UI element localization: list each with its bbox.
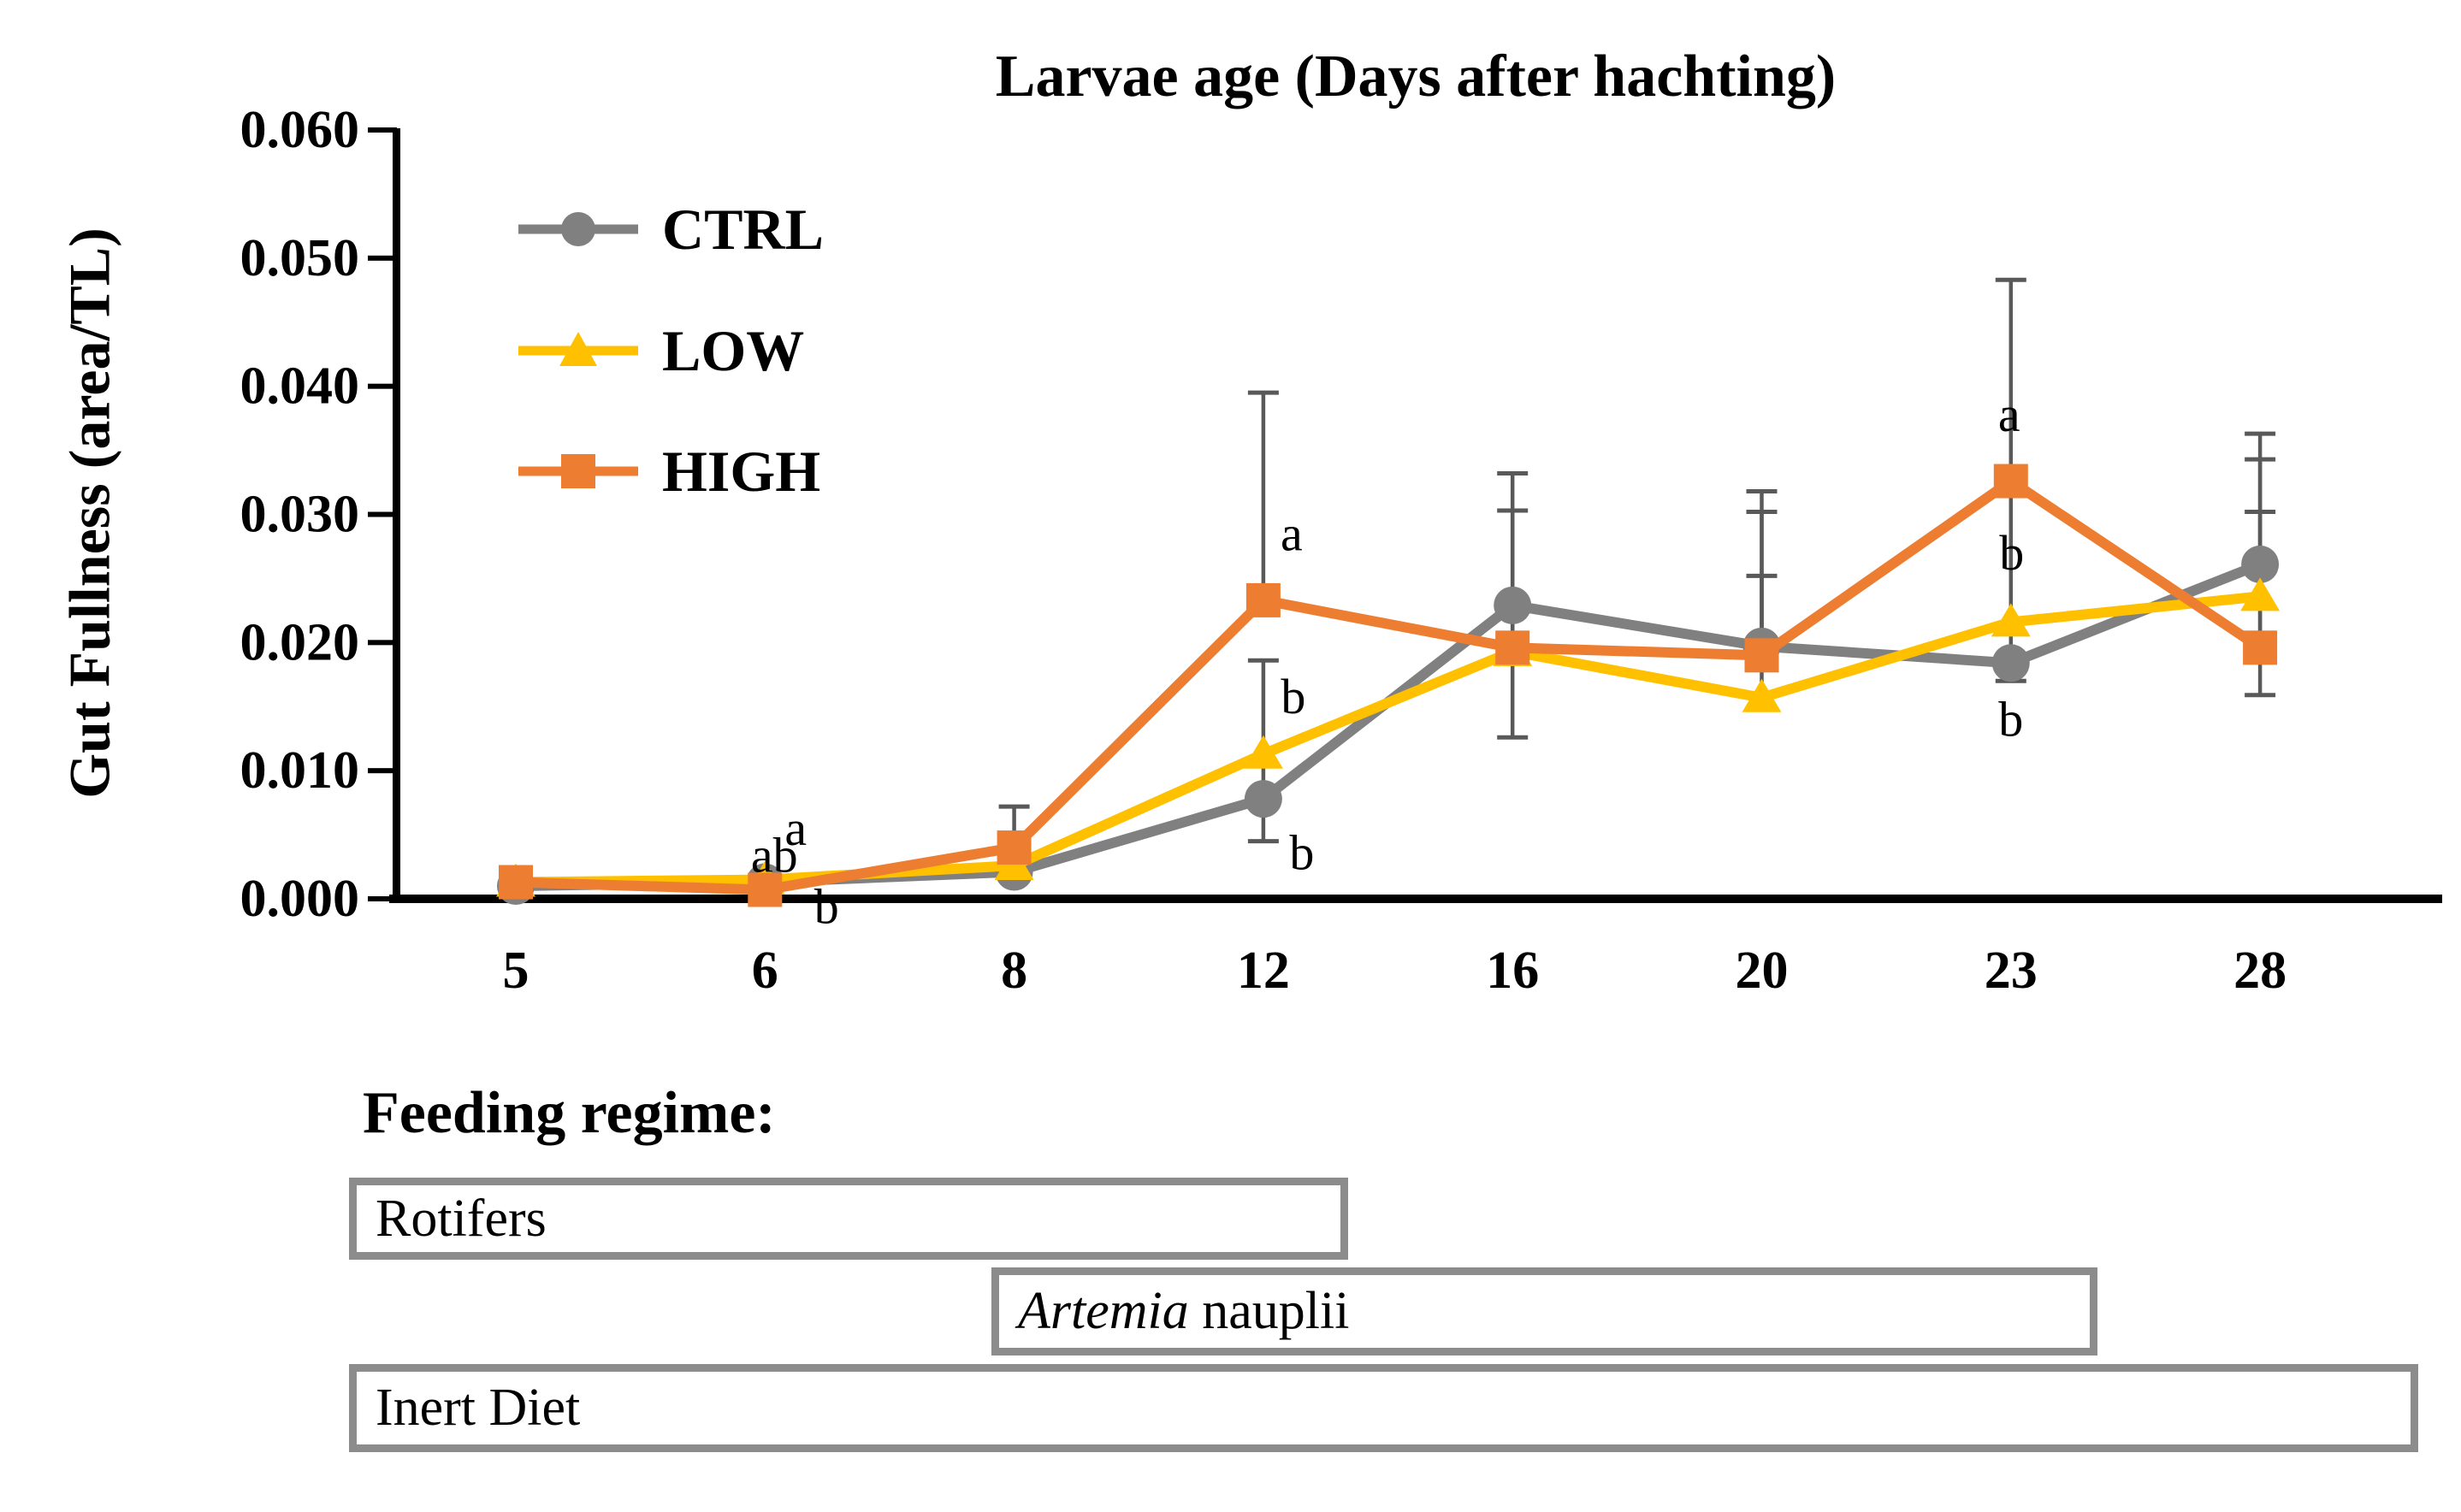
- significance-letter: ab: [751, 828, 798, 883]
- significance-letter: b: [1998, 692, 2023, 747]
- marker-square-high: [2243, 630, 2278, 665]
- marker-triangle-low: [1991, 603, 2031, 637]
- low-line-marker-icon: [518, 332, 638, 366]
- marker-triangle-low: [1243, 735, 1283, 769]
- x-tick-label: 8: [1001, 942, 1027, 1000]
- legend-item-low: LOW: [513, 318, 805, 383]
- significance-letter: b: [1281, 669, 1305, 724]
- feeding-box-artemia-label: nauplii: [1188, 1282, 1350, 1340]
- y-tick: [368, 255, 397, 261]
- high-line-marker-icon: [518, 454, 638, 488]
- significance-letter: a: [1281, 505, 1303, 561]
- series-line-low: [515, 591, 2261, 888]
- y-tick: [368, 640, 397, 646]
- y-tick-label: 0.060: [240, 101, 360, 159]
- marker-square-high: [748, 872, 783, 907]
- marker-circle-ctrl: [1244, 780, 1282, 818]
- legend-item-ctrl: CTRL: [513, 197, 824, 262]
- ctrl-line-marker-icon: [518, 212, 638, 246]
- plot-area: 0.000 0.010 0.020 0.030 0.040 0.050 0.060 5 6 8 12…: [240, 101, 2442, 1000]
- significance-letter: a: [1998, 387, 2020, 442]
- y-tick: [368, 383, 397, 389]
- significance-letter: b: [1999, 525, 2024, 581]
- marker-square-high: [1495, 630, 1530, 665]
- feeding-box-inert-diet: Inert Diet: [349, 1364, 2418, 1452]
- y-tick: [368, 896, 397, 901]
- marker-circle-ctrl: [2241, 545, 2280, 583]
- feeding-box-artemia-nauplii: Artemia nauplii: [991, 1267, 2097, 1355]
- series-line-high: [515, 475, 2263, 895]
- x-tick-label: 5: [503, 942, 529, 1000]
- feeding-box-rotifers-label: Rotifers: [376, 1189, 547, 1248]
- marker-square-high: [1744, 638, 1779, 673]
- x-axis-line: [389, 895, 2442, 903]
- significance-letter: a: [784, 800, 807, 856]
- y-tick-label: 0.030: [240, 486, 360, 544]
- y-tick-label: 0.050: [240, 229, 360, 287]
- marker-triangle-low: [2240, 577, 2281, 611]
- marker-circle-ctrl: [1494, 586, 1532, 624]
- marker-square-high: [499, 865, 533, 900]
- x-tick-label: 23: [1985, 942, 2038, 1000]
- feeding-box-artemia-italic: Artemia: [1018, 1282, 1189, 1340]
- y-tick: [368, 511, 397, 517]
- marker-square-high: [1993, 464, 2028, 499]
- significance-letter: b: [814, 878, 839, 934]
- y-tick-label: 0.040: [240, 357, 360, 416]
- y-tick-label: 0.010: [240, 741, 360, 800]
- legend-label-ctrl: CTRL: [662, 197, 824, 262]
- y-tick-label: 0.000: [240, 870, 360, 928]
- x-tick-label: 16: [1486, 942, 1539, 1000]
- x-tick-label: 12: [1237, 942, 1290, 1000]
- x-tick-label: 6: [752, 942, 778, 1000]
- marker-square-high: [1245, 582, 1281, 617]
- marker-square-high: [997, 830, 1032, 865]
- x-tick-label: 28: [2233, 942, 2286, 1000]
- marker-circle-ctrl: [1991, 644, 2030, 682]
- feeding-box-inert-label: Inert Diet: [376, 1379, 581, 1437]
- feeding-box-rotifers: Rotifers: [349, 1178, 1348, 1260]
- legend-label-high: HIGH: [662, 439, 821, 504]
- y-tick: [368, 768, 397, 774]
- y-tick: [368, 127, 397, 133]
- marker-triangle-low: [1742, 678, 1782, 712]
- legend-item-high: HIGH: [513, 439, 821, 504]
- legend-label-low: LOW: [662, 318, 805, 383]
- y-tick-label: 0.020: [240, 613, 360, 671]
- x-tick-label: 20: [1736, 942, 1789, 1000]
- significance-letter: b: [1289, 825, 1314, 881]
- feeding-regime-heading: Feeding regime:: [363, 1080, 776, 1146]
- chart-title: Larvae age (Days after hachting): [995, 44, 1837, 109]
